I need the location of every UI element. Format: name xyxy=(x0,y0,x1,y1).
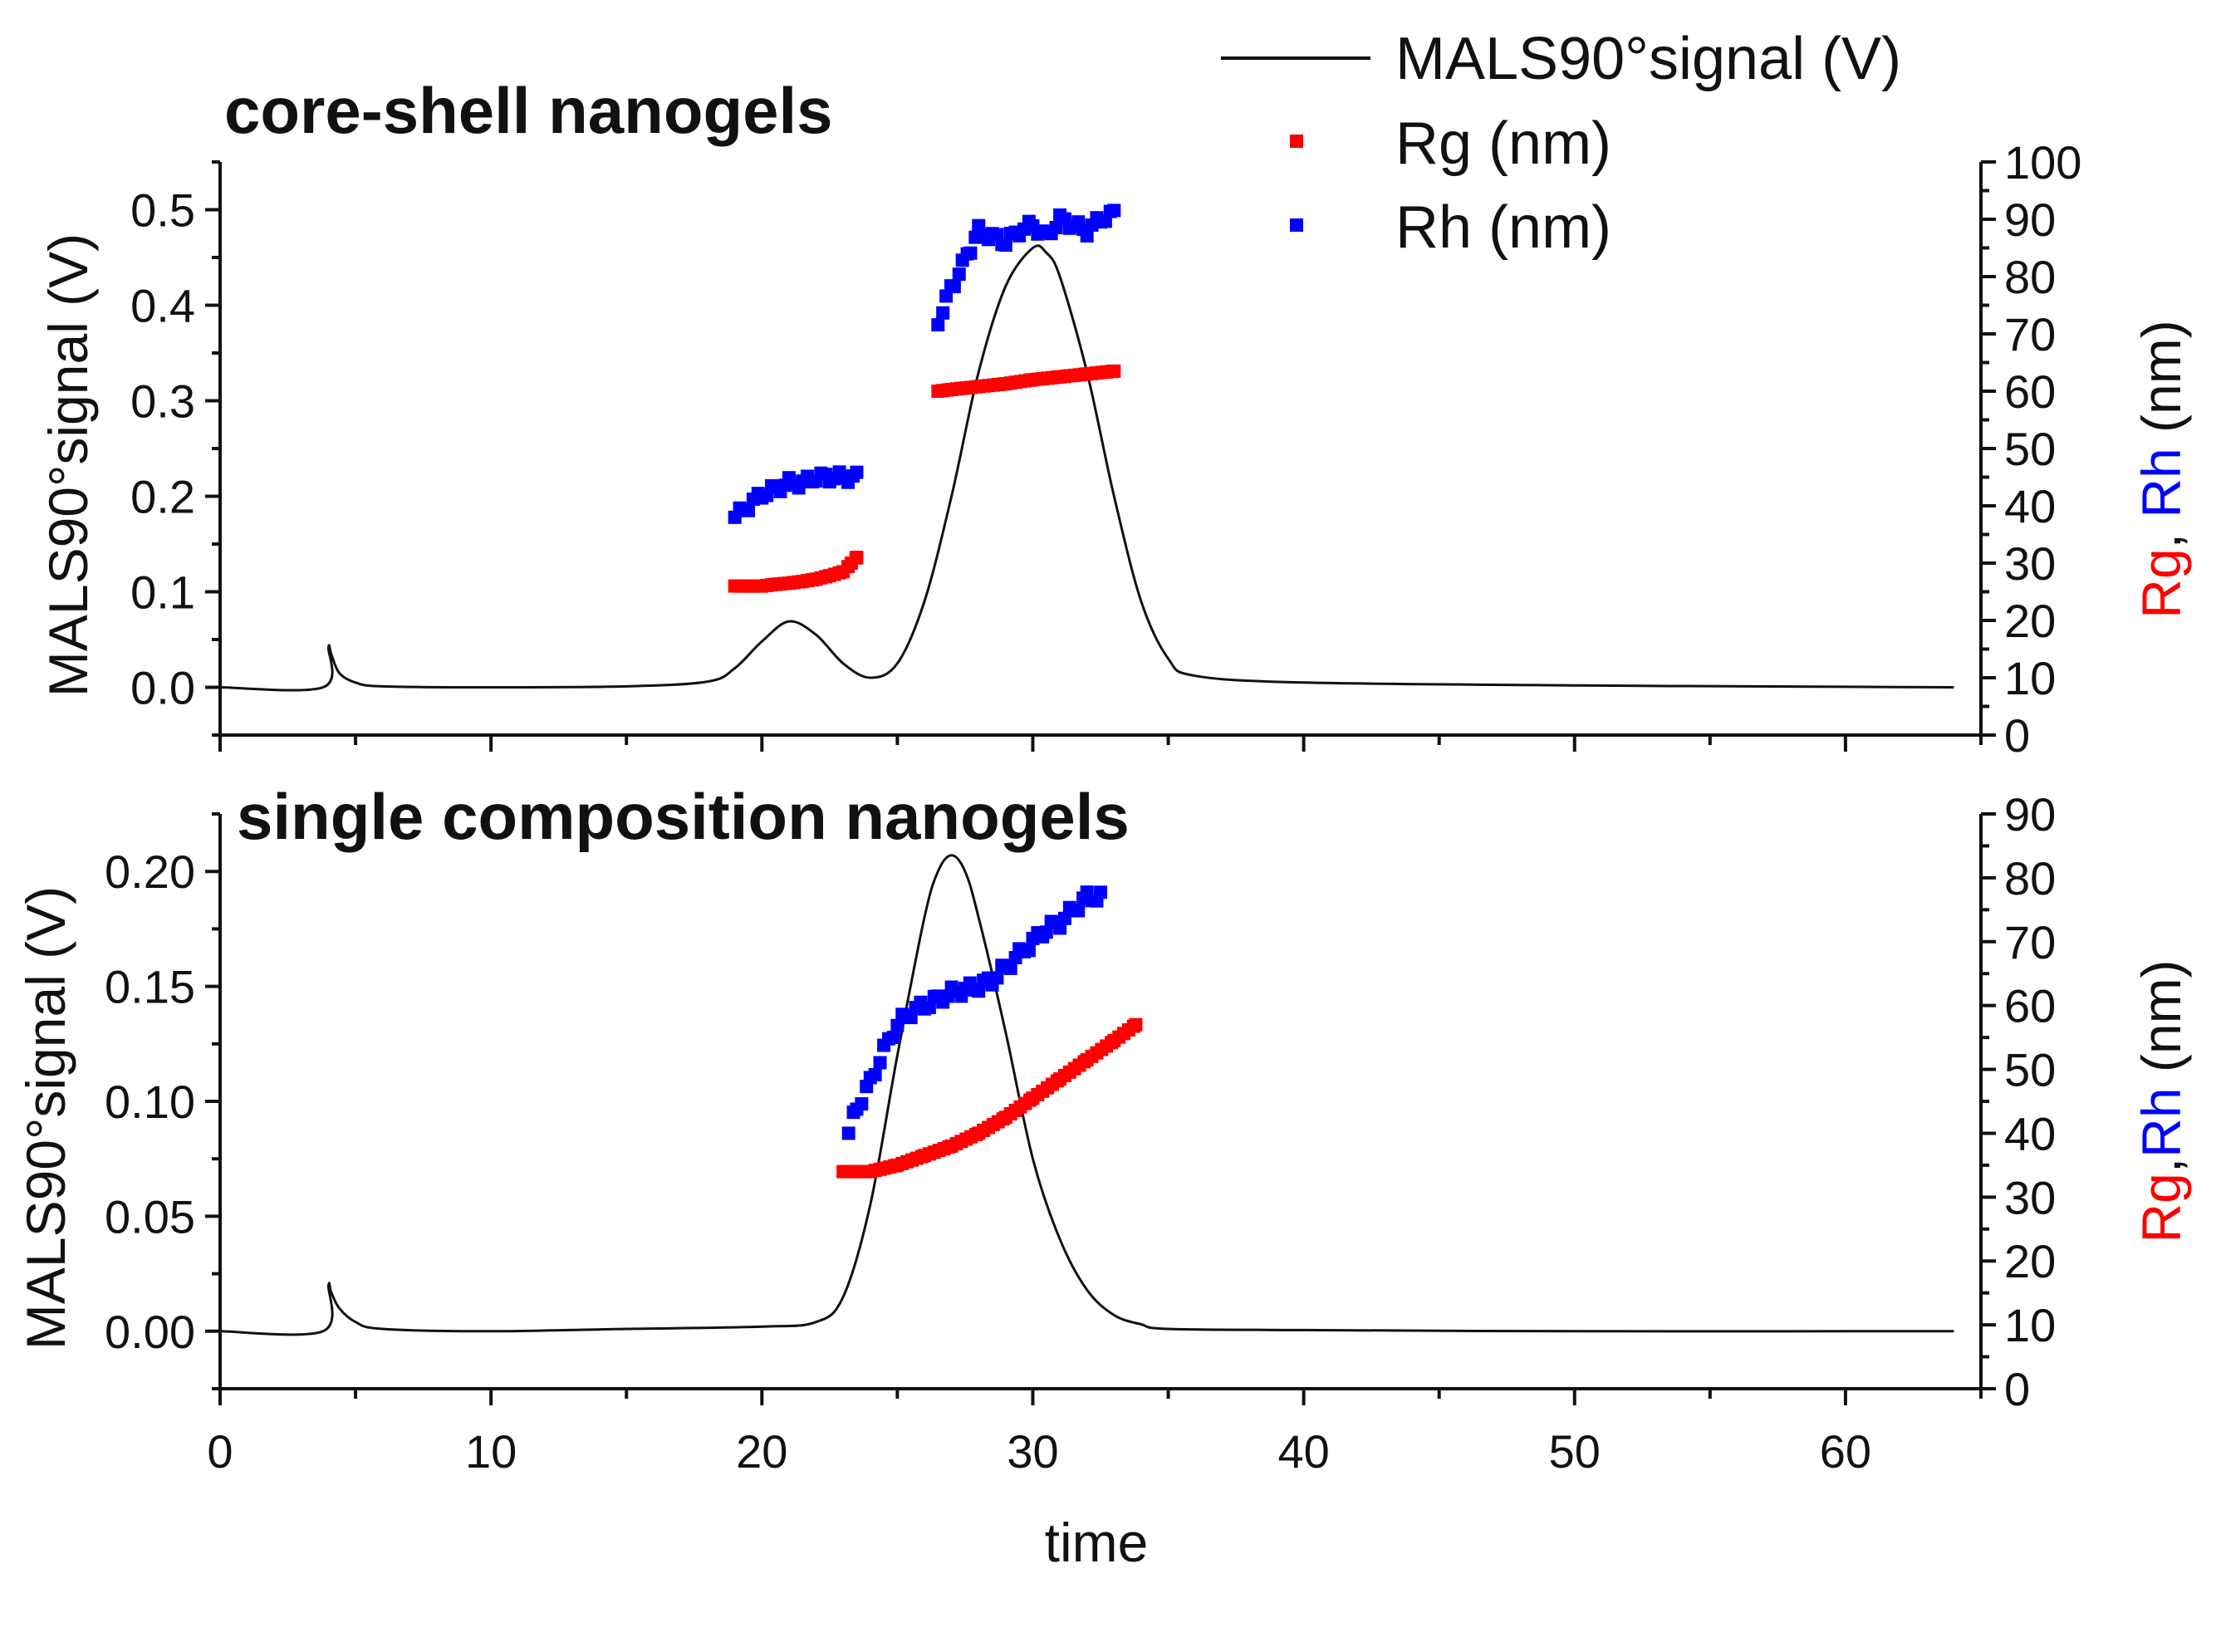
rg-point xyxy=(1129,1017,1143,1032)
x-tick-label: 10 xyxy=(465,1425,517,1478)
x-tick-label: 50 xyxy=(1549,1425,1601,1478)
rg-point xyxy=(850,551,864,565)
rh-point xyxy=(963,246,978,260)
x-axis-title: time xyxy=(1045,1512,1149,1573)
y-tick-label: 0.05 xyxy=(105,1190,195,1243)
y2-tick-label: 70 xyxy=(2004,308,2056,360)
y2-tick-label: 60 xyxy=(2004,980,2056,1032)
y2-tick-label: 20 xyxy=(2004,595,2056,647)
rh-point xyxy=(886,1030,900,1044)
y-tick-label: 0.2 xyxy=(130,471,195,523)
legend-label-rh: Rh (nm) xyxy=(1395,194,1611,261)
y2-title-sep: , xyxy=(2130,518,2192,549)
y2-title-sep: , xyxy=(2130,1158,2192,1173)
y-axis-title: MALS90°signal (V) xyxy=(15,886,76,1350)
legend-rh-swatch xyxy=(1290,218,1303,232)
y2-axis-title: Rg,Rh (nm) xyxy=(2130,959,2192,1243)
y2-tick-label: 10 xyxy=(2004,1299,2056,1351)
panel-title: core-shell nanogels xyxy=(224,74,833,147)
y-tick-label: 0.15 xyxy=(105,961,195,1013)
signal-line xyxy=(219,854,1954,1336)
x-tick-label: 20 xyxy=(736,1425,787,1478)
series-rg xyxy=(728,364,1121,593)
y2-tick-label: 0 xyxy=(2004,709,2030,762)
y2-tick-label: 80 xyxy=(2004,852,2056,904)
series-rh xyxy=(841,885,1107,1140)
y2-title-rg: Rg xyxy=(2130,1173,2192,1243)
legend-label-rg: Rg (nm) xyxy=(1395,110,1611,177)
y-tick-label: 0.3 xyxy=(130,375,195,428)
rh-point xyxy=(990,971,1004,985)
rh-point xyxy=(947,280,961,294)
shared-x-axis: 0 10 20 30 40 50 60 time xyxy=(207,1425,1871,1573)
x-tick-label: 60 xyxy=(1820,1425,1871,1478)
y2-title-rh: Rh xyxy=(2130,1087,2192,1157)
y-axis-title: MALS90°signal (V) xyxy=(37,233,99,697)
rh-point xyxy=(1094,885,1107,900)
y2-title-rg: Rg xyxy=(2130,548,2192,618)
y2-tick-label: 30 xyxy=(2004,1171,2056,1223)
y2-title-unit: (nm) xyxy=(2130,959,2192,1087)
rh-point xyxy=(952,267,966,282)
y2-tick-label: 10 xyxy=(2004,652,2056,704)
rh-point xyxy=(998,238,1012,252)
rh-point xyxy=(841,1126,856,1140)
y2-tick-label: 80 xyxy=(2004,251,2056,303)
y2-title-rh: Rh xyxy=(2130,448,2192,517)
legend-rg-swatch xyxy=(1290,135,1303,148)
y2-tick-label: 90 xyxy=(2004,788,2056,841)
rh-point xyxy=(931,318,945,332)
rh-point xyxy=(873,1056,887,1070)
rh-point xyxy=(850,465,864,479)
legend-label-signal: MALS90°signal (V) xyxy=(1395,26,1901,92)
series-rh xyxy=(728,203,1121,524)
rh-point xyxy=(1071,904,1086,918)
series-rg xyxy=(836,1017,1143,1179)
y2-tick-label: 40 xyxy=(2004,1107,2056,1159)
legend: MALS90°signal (V) Rg (nm) Rh (nm) xyxy=(1221,26,1901,261)
y2-tick-label: 90 xyxy=(2004,194,2056,246)
y2-tick-label: 60 xyxy=(2004,365,2056,418)
y2-tick-label: 40 xyxy=(2004,480,2056,532)
y-tick-label: 0.00 xyxy=(105,1306,195,1358)
panel-single-composition: 0.00 0.05 0.10 0.15 0.20 0 10 20 30 40 50 60 70 80 90 s… xyxy=(15,780,2192,1415)
y-tick-label: 0.4 xyxy=(130,280,195,332)
y-tick-label: 0.0 xyxy=(130,662,195,714)
panel-core-shell: 0.0 0.1 0.2 0.3 0.4 0.5 0102030405060708090100… xyxy=(37,74,2192,762)
y-tick-label: 0.20 xyxy=(105,846,195,898)
x-tick-label: 30 xyxy=(1007,1425,1058,1478)
rh-point xyxy=(1022,944,1036,958)
panel-title: single composition nanogels xyxy=(237,780,1130,853)
rh-point xyxy=(742,503,755,517)
y2-tick-label: 50 xyxy=(2004,423,2056,475)
y2-tick-label: 0 xyxy=(2004,1363,2030,1415)
y2-tick-label: 30 xyxy=(2004,537,2056,590)
rg-point xyxy=(1107,364,1121,378)
x-tick-label: 0 xyxy=(207,1425,233,1478)
rh-point xyxy=(868,1067,882,1081)
rh-point xyxy=(855,1097,869,1111)
rh-point xyxy=(1003,961,1017,975)
rh-point xyxy=(1107,203,1121,218)
rh-point xyxy=(922,1000,936,1014)
y2-tick-label: 100 xyxy=(2004,136,2081,189)
y-tick-label: 0.5 xyxy=(130,184,195,237)
x-tick-label: 40 xyxy=(1277,1425,1329,1478)
rh-point xyxy=(1080,228,1094,243)
y-tick-label: 0.10 xyxy=(105,1076,195,1128)
y2-axis-title: Rg, Rh (nm) xyxy=(2130,320,2192,618)
y2-tick-label: 50 xyxy=(2004,1044,2056,1096)
y2-tick-label: 20 xyxy=(2004,1235,2056,1287)
y2-tick-label: 70 xyxy=(2004,916,2056,968)
rh-point xyxy=(972,984,986,998)
y-tick-label: 0.1 xyxy=(130,566,195,619)
rh-point xyxy=(936,306,950,320)
y2-title-unit: (nm) xyxy=(2130,320,2192,448)
signal-line xyxy=(219,244,1954,692)
